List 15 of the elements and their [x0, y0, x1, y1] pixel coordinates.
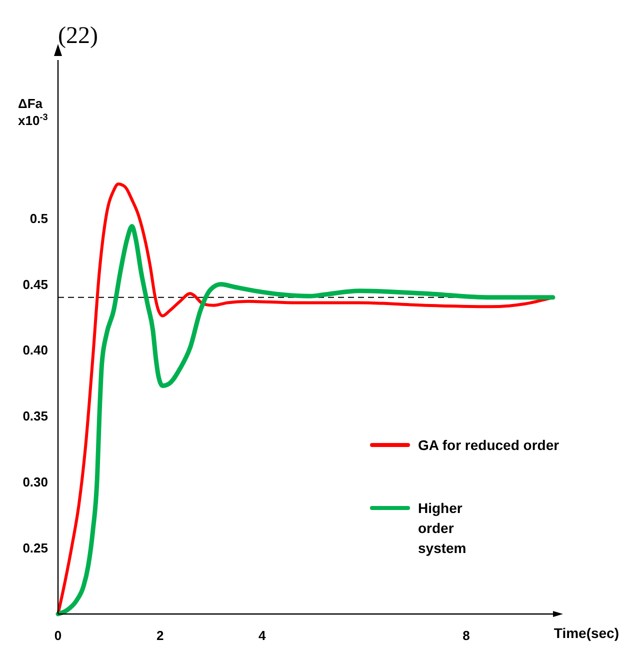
- y-tick-label: 0.5: [30, 210, 48, 226]
- y-tick-label: 0.25: [22, 540, 48, 556]
- chart-title: (22): [58, 23, 98, 49]
- y-tick-label: 0.35: [22, 408, 48, 424]
- legend-label: GA for reduced order: [418, 436, 560, 453]
- y-axis-title: ΔFa x10$^{-3}$: [18, 96, 48, 128]
- x-axis-title: Time(sec): [554, 625, 619, 641]
- y-tick-label: 0.45: [22, 276, 48, 292]
- x-tick-label: 8: [462, 628, 470, 643]
- y-tick-label: 0.40: [22, 342, 48, 358]
- x-tick-label: 2: [156, 628, 164, 643]
- y-tick-label: 0.30: [22, 474, 48, 490]
- x-tick-label: 4: [258, 628, 267, 643]
- x-tick-label: 0: [54, 628, 62, 643]
- legend-label: Higher order system: [418, 500, 466, 556]
